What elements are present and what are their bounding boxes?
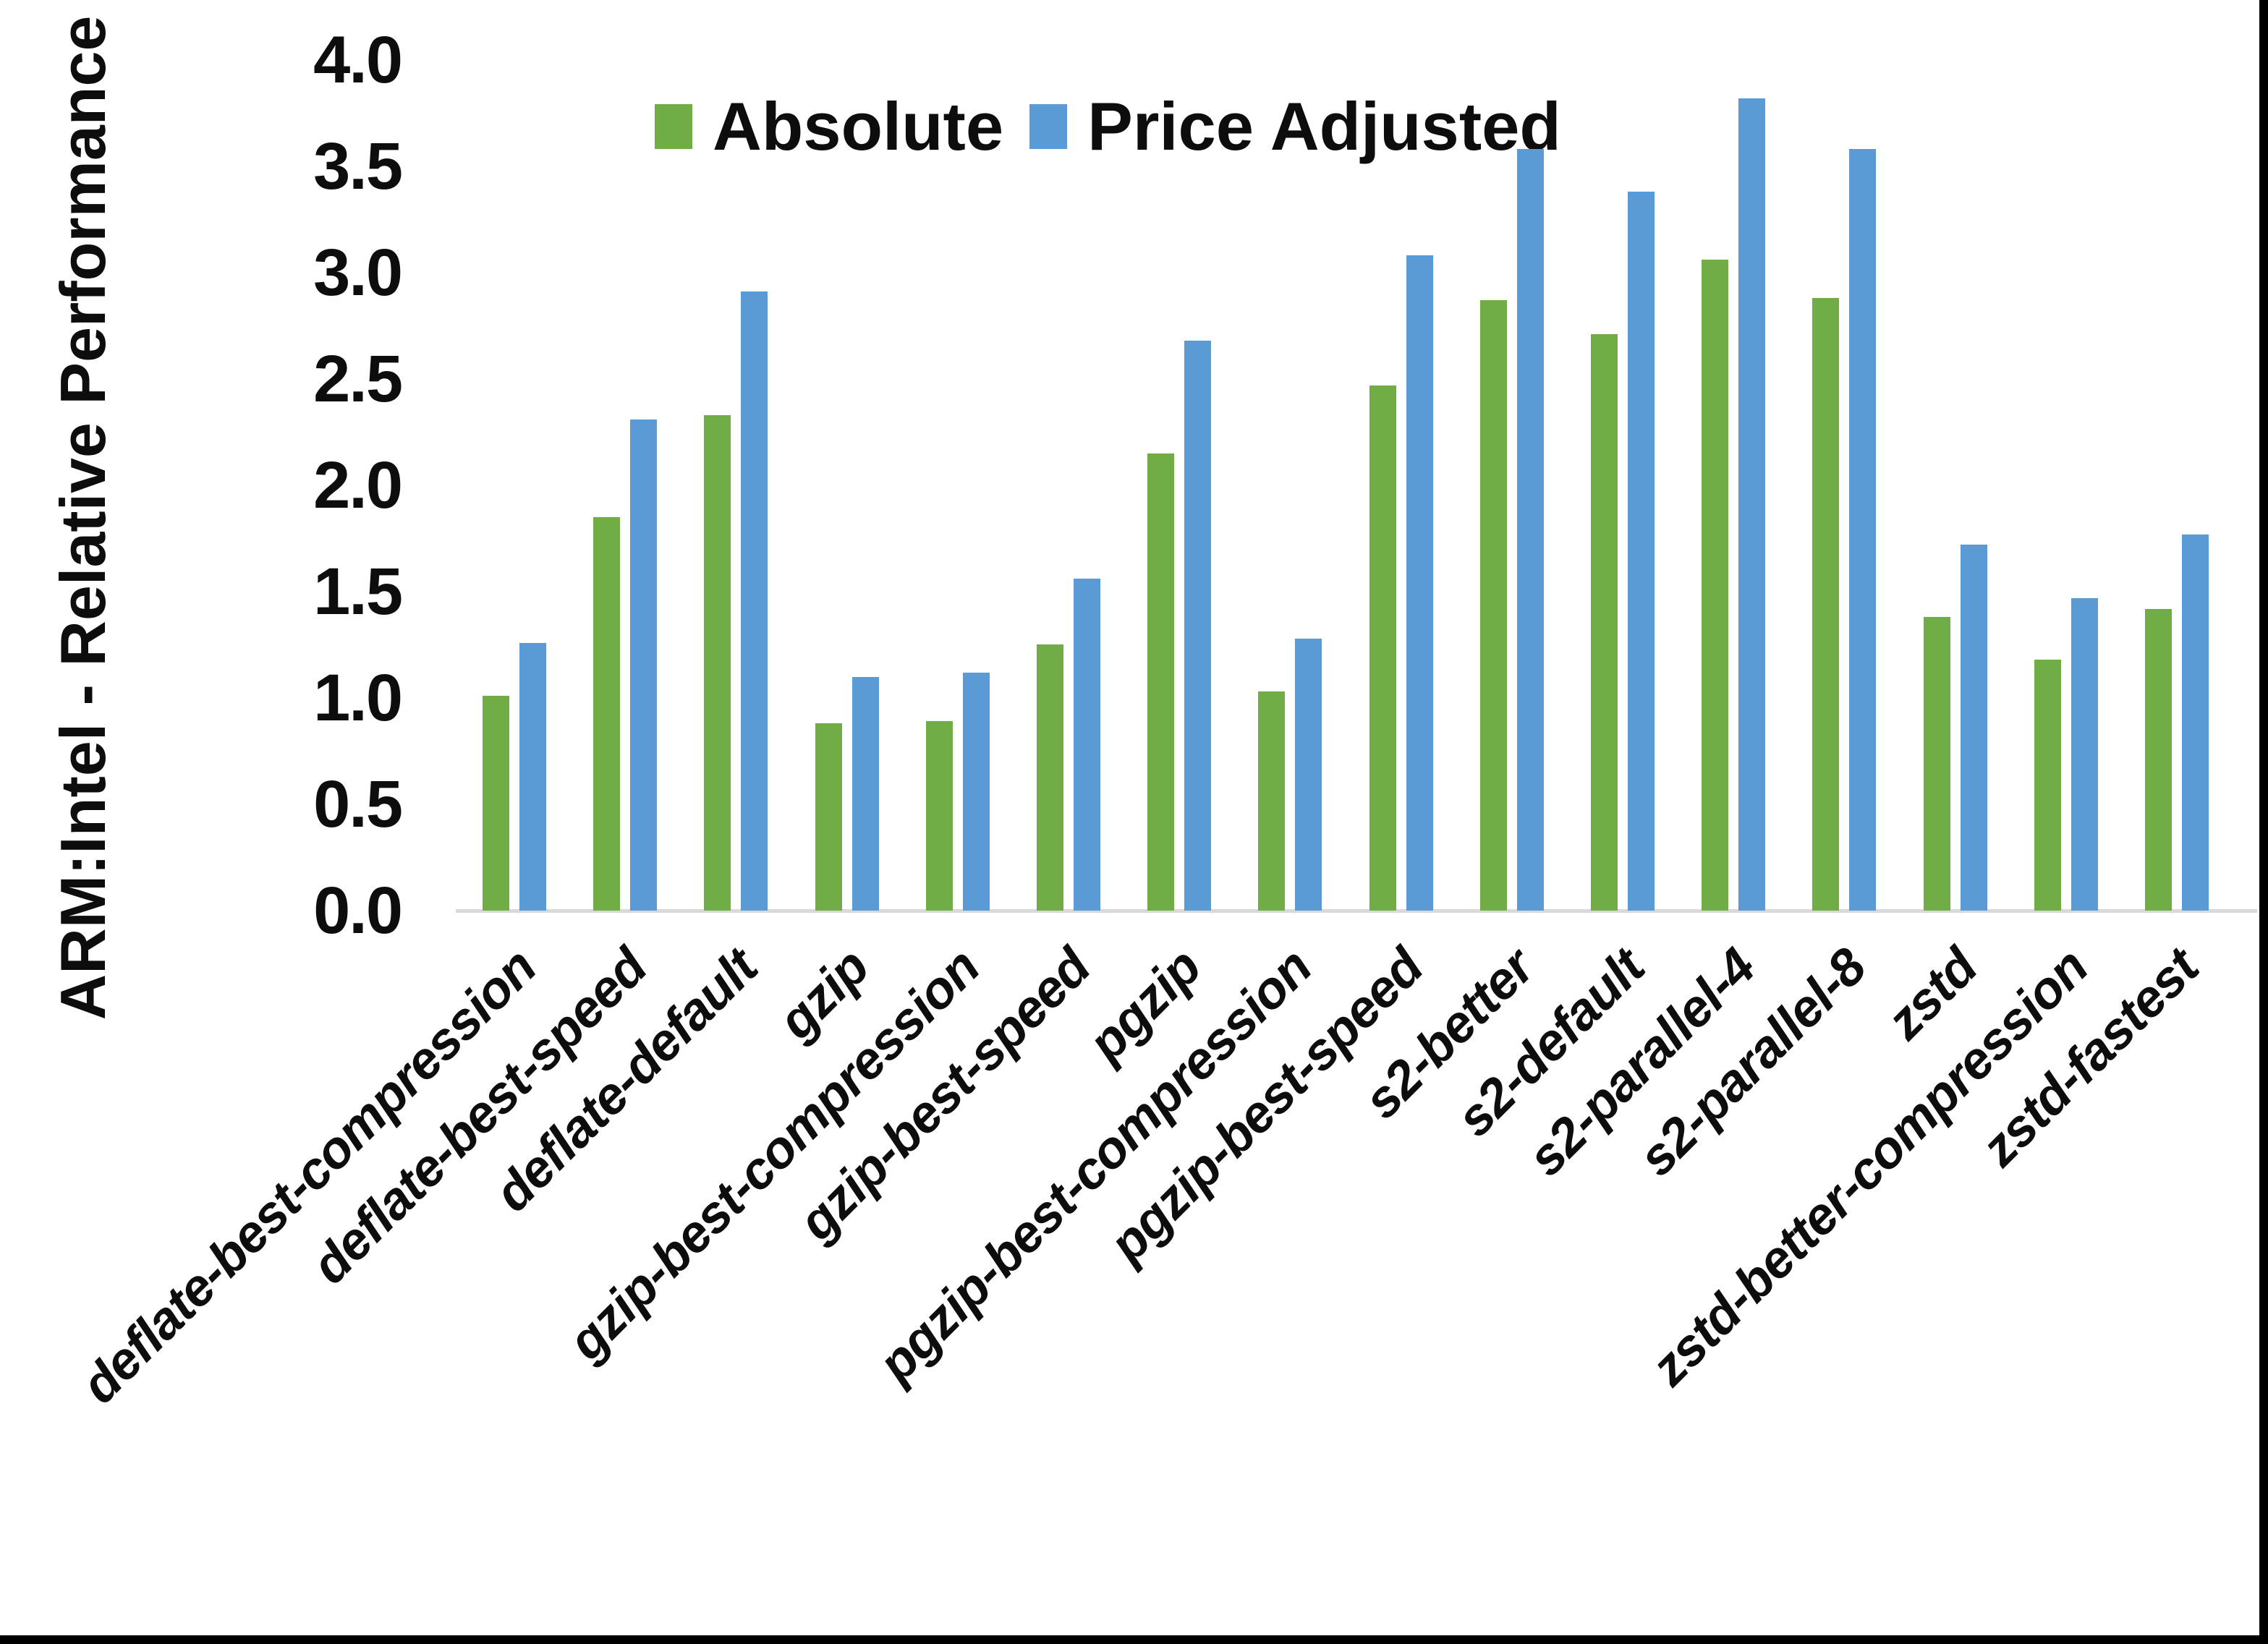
bar-price-adjusted-zstd [1961, 545, 1987, 911]
legend-swatch-icon [655, 104, 692, 149]
bar-price-adjusted-gzip-best-compression [963, 673, 990, 911]
bar-absolute-pgzip-best-speed [1369, 386, 1396, 911]
bar-price-adjusted-s2-default [1628, 192, 1655, 911]
bar-absolute-pgzip-best-compression [1258, 691, 1285, 911]
bar-price-adjusted-zstd-better-compression [2071, 598, 2098, 911]
y-tick-label: 3.0 [313, 236, 403, 310]
legend-label: Price Adjusted [1087, 88, 1561, 164]
bar-price-adjusted-pgzip-best-speed [1406, 255, 1433, 911]
y-tick-label: 0.5 [313, 767, 403, 841]
bar-price-adjusted-gzip [852, 677, 879, 911]
bar-absolute-gzip-best-speed [1037, 644, 1063, 911]
bar-price-adjusted-s2-better [1517, 149, 1544, 911]
bar-absolute-deflate-best-compression [483, 696, 509, 911]
legend-swatch-icon [1029, 104, 1068, 149]
bar-absolute-s2-default [1591, 334, 1618, 911]
y-tick-label: 1.0 [313, 661, 403, 735]
legend-label: Absolute [713, 88, 1004, 164]
y-tick-label: 0.0 [313, 874, 403, 947]
y-tick-label: 4.0 [313, 23, 403, 97]
legend: Absolute Price Adjusted [655, 93, 1561, 161]
y-axis-title: ARM:Intel - Relative Performance [47, 15, 119, 1021]
bar-absolute-zstd [1924, 617, 1950, 911]
bar-absolute-zstd-fastest [2145, 609, 2172, 911]
bar-price-adjusted-zstd-fastest [2182, 534, 2209, 911]
y-tick-label: 3.5 [313, 129, 403, 203]
bar-absolute-deflate-best-speed [593, 517, 620, 911]
bar-absolute-s2-parallel-8 [1812, 298, 1839, 911]
bar-price-adjusted-deflate-best-compression [519, 643, 546, 911]
bar-absolute-zstd-better-compression [2034, 660, 2061, 911]
bar-price-adjusted-deflate-default [741, 291, 768, 911]
bar-price-adjusted-s2-parallel-4 [1738, 98, 1765, 911]
x-category-label: deflate-best-compression [70, 937, 548, 1415]
y-tick-label: 1.5 [313, 555, 403, 629]
bar-price-adjusted-s2-parallel-8 [1849, 149, 1876, 911]
bar-absolute-gzip [815, 723, 842, 911]
legend-item-absolute: Absolute [655, 93, 1003, 161]
bar-absolute-pgzip [1147, 453, 1174, 911]
bar-absolute-s2-parallel-4 [1702, 260, 1728, 911]
bar-absolute-deflate-default [704, 415, 731, 911]
bar-price-adjusted-pgzip-best-compression [1295, 639, 1322, 911]
bar-absolute-gzip-best-compression [926, 721, 953, 911]
x-axis-line [456, 909, 2257, 913]
bar-price-adjusted-gzip-best-speed [1074, 579, 1100, 911]
bar-price-adjusted-pgzip [1184, 341, 1211, 911]
bar-absolute-s2-better [1480, 300, 1507, 911]
y-tick-label: 2.0 [313, 448, 403, 522]
legend-item-price-adjusted: Price Adjusted [1029, 93, 1561, 161]
bar-price-adjusted-deflate-best-speed [630, 419, 657, 911]
y-tick-label: 2.5 [313, 342, 403, 416]
